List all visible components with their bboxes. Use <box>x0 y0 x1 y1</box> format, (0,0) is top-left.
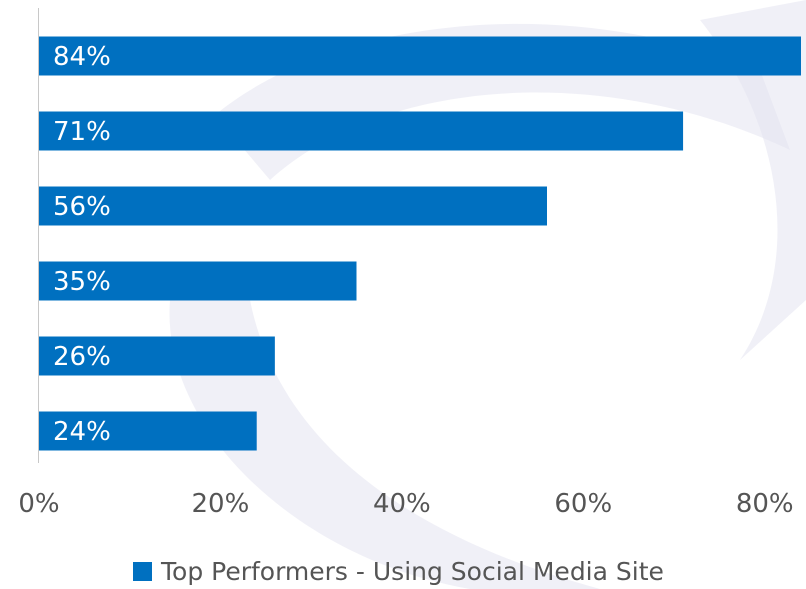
bar <box>39 111 684 151</box>
bar-data-label: 84% <box>53 42 111 72</box>
bar <box>39 36 801 76</box>
legend: Top Performers - Using Social Media Site <box>133 554 664 588</box>
bars: 84% 71% 56% 35% 26% 24% <box>39 36 801 451</box>
watermark-arc-right <box>700 0 806 360</box>
legend-swatch <box>133 561 152 581</box>
bar-data-label: 35% <box>53 267 111 297</box>
bar-data-label: 71% <box>53 117 111 147</box>
bar <box>39 186 547 226</box>
x-tick-label: 0% <box>18 489 59 519</box>
x-tick-label: 60% <box>554 489 612 519</box>
x-tick-label: 20% <box>192 489 250 519</box>
bar <box>39 411 257 451</box>
x-axis-ticks: 0% 20% 40% 60% 80% <box>18 489 793 519</box>
x-tick-label: 40% <box>373 489 431 519</box>
legend-label: Top Performers - Using Social Media Site <box>161 556 664 586</box>
bar-data-label: 26% <box>53 342 111 372</box>
bar <box>39 336 275 376</box>
bar-data-label: 24% <box>53 417 111 447</box>
bar-data-label: 56% <box>53 192 111 222</box>
x-tick-label: 80% <box>736 489 794 519</box>
bar <box>39 261 357 301</box>
